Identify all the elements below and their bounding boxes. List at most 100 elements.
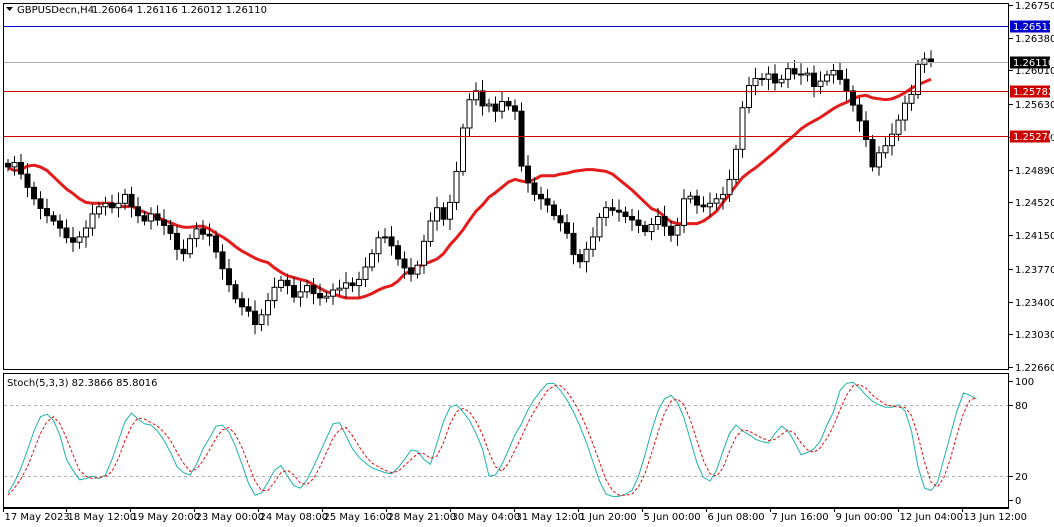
stoch-tick-label: 0 xyxy=(1015,496,1021,507)
price-tick-label: 1.23770 xyxy=(1015,265,1054,276)
candle-body xyxy=(401,258,408,269)
candle-body xyxy=(24,173,31,188)
price-tags: 1.26513 1.25782 1.25270 1.26110 xyxy=(1010,20,1054,143)
candle-body xyxy=(388,236,395,247)
level-price-label: 1.25270 xyxy=(1013,132,1054,143)
stoch-tick-label: 80 xyxy=(1015,401,1028,412)
candle-body xyxy=(135,206,141,217)
candle-body xyxy=(564,222,570,234)
stochastic-layer xyxy=(4,381,1008,497)
candle-body xyxy=(421,240,427,266)
symbol-menu-icon[interactable] xyxy=(6,7,13,11)
candle-body xyxy=(362,266,369,280)
candle-body xyxy=(629,216,635,221)
candle-body xyxy=(226,268,232,286)
candle-body xyxy=(661,216,668,227)
candle-body xyxy=(50,215,57,222)
time-tick-label: 6 Jun 08:00 xyxy=(708,512,765,523)
price-tick-label: 1.26380 xyxy=(1015,34,1054,45)
candle-body xyxy=(622,211,629,218)
candle-body xyxy=(148,213,154,222)
candle-body xyxy=(525,165,531,184)
candle-body xyxy=(453,170,460,203)
candle-body xyxy=(824,74,830,82)
stoch-signal-line xyxy=(7,384,977,496)
candle-body xyxy=(232,284,239,300)
time-tick-label: 28 May 21:00 xyxy=(388,512,457,523)
candle-body xyxy=(518,110,525,167)
moving-average-layer xyxy=(7,77,932,300)
price-tick-label: 1.25630 xyxy=(1015,100,1054,111)
candle-body xyxy=(876,152,882,168)
candle-body xyxy=(609,207,616,211)
candle-body xyxy=(37,198,44,210)
candle-body xyxy=(414,264,421,275)
candle-body xyxy=(408,267,414,275)
candle-body xyxy=(284,279,291,287)
candle-body xyxy=(193,228,200,240)
candle-body xyxy=(83,227,89,238)
candle-body xyxy=(18,162,24,175)
time-tick-label: 24 May 08:00 xyxy=(260,512,329,523)
level-price-label: 1.26513 xyxy=(1013,22,1054,33)
candle-body xyxy=(674,224,681,236)
candle-body xyxy=(544,198,551,206)
candle-body xyxy=(726,178,733,195)
candle-body xyxy=(863,120,869,141)
candle-body xyxy=(395,245,401,260)
candle-body xyxy=(908,93,915,104)
time-tick-label: 17 May 2023 xyxy=(5,512,70,523)
candle-body xyxy=(869,139,876,168)
candle-body xyxy=(655,216,661,225)
candle-body xyxy=(57,220,63,229)
candle-body xyxy=(531,182,538,195)
candle-body xyxy=(323,295,330,299)
candle-body xyxy=(271,286,278,302)
candle-body xyxy=(330,289,336,297)
candle-body xyxy=(460,127,466,172)
candle-body xyxy=(239,298,245,308)
candle-body xyxy=(746,85,752,109)
candle-body xyxy=(551,204,557,217)
candle-body xyxy=(798,73,804,76)
indicator-frame xyxy=(3,373,1009,508)
current-price-tag xyxy=(1010,56,1050,69)
candle-body xyxy=(161,219,167,226)
candle-body xyxy=(63,227,70,239)
moving-average-line xyxy=(7,77,932,300)
time-tick-label: 9 Jun 00:00 xyxy=(836,512,893,523)
candle-body xyxy=(687,195,694,200)
candle-body xyxy=(915,63,921,95)
price-tick-label: 1.26010 xyxy=(1015,66,1054,77)
candle-body xyxy=(804,72,811,76)
current-price-label: 1.26110 xyxy=(1013,58,1054,69)
candle-body xyxy=(70,237,76,243)
candle-body xyxy=(187,238,193,255)
candle-body xyxy=(837,70,843,80)
candle-body xyxy=(811,72,817,87)
candle-body xyxy=(856,104,863,122)
candle-body xyxy=(538,193,544,200)
candle-body xyxy=(603,207,609,218)
horizontal-lines-layer xyxy=(3,26,1009,137)
candle-body xyxy=(505,101,512,107)
candle-body xyxy=(265,300,271,316)
candle-body xyxy=(375,237,382,255)
time-tick-label: 1 Jun 20:00 xyxy=(580,512,637,523)
candle-body xyxy=(583,248,590,263)
candle-body xyxy=(785,68,791,80)
price-tick-label: 1.26750 xyxy=(1015,1,1054,12)
candle-body xyxy=(817,80,824,87)
candle-body xyxy=(76,236,83,243)
candle-body xyxy=(882,145,889,154)
candle-body xyxy=(635,219,642,226)
candle-body xyxy=(427,220,434,242)
candle-body xyxy=(752,78,759,87)
candle-body xyxy=(648,224,655,233)
candle-body xyxy=(349,282,356,287)
candle-body xyxy=(167,224,174,234)
stoch-main-line xyxy=(7,381,977,497)
candle-body xyxy=(759,78,765,80)
candle-body xyxy=(278,279,284,288)
